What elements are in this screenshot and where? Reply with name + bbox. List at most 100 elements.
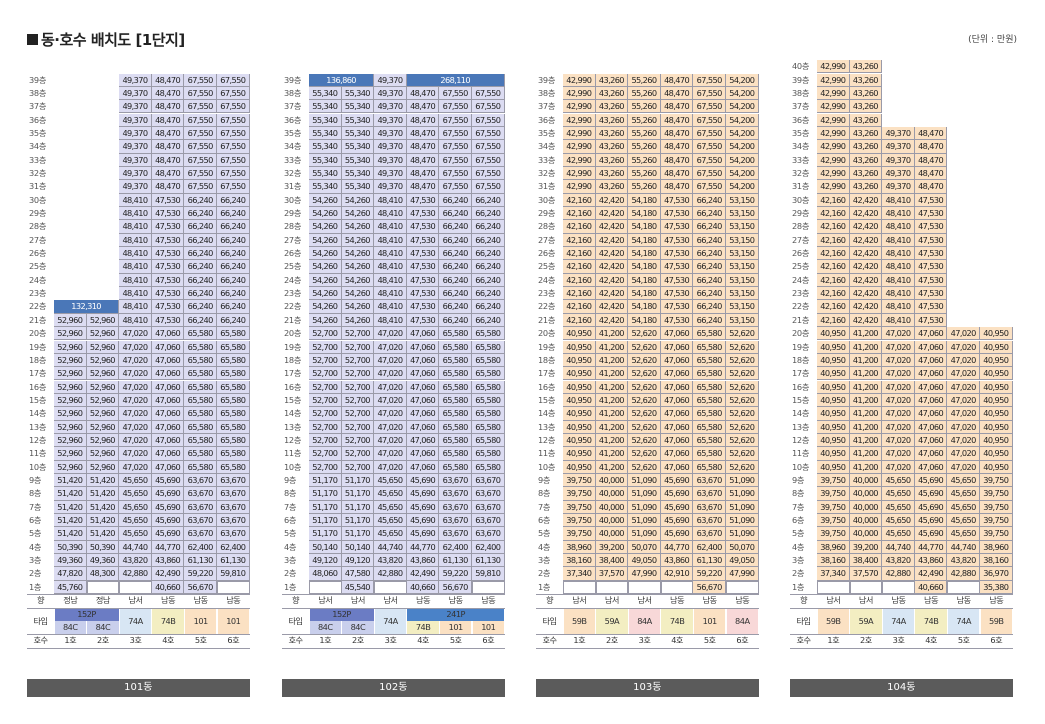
unit-price: 65,580	[439, 460, 472, 474]
unit-price: 43,260	[595, 140, 629, 154]
unit-price: 37,570	[849, 567, 883, 581]
unit-price: 65,580	[184, 353, 217, 368]
unit-price: 47,530	[914, 287, 948, 301]
unit-price: 63,670	[693, 514, 726, 528]
unit-price: 49,370	[882, 126, 915, 141]
unit-price: 40,660	[151, 580, 185, 595]
floor-label: 17층	[284, 368, 302, 379]
divider	[282, 607, 505, 609]
unit-price: 41,200	[595, 380, 629, 394]
unit-price: 67,550	[184, 100, 217, 114]
empty-cell	[87, 74, 120, 87]
unit-price: 39,750	[563, 500, 596, 514]
unit-price: 44,770	[406, 540, 440, 555]
direction-value: 남동	[416, 595, 431, 606]
unit-price: 66,240	[439, 260, 472, 274]
unit-price: 47,530	[660, 273, 694, 288]
unit-price: 47,530	[660, 247, 694, 261]
ho-label: 호수	[542, 635, 557, 646]
unit-price: 62,400	[439, 540, 472, 555]
unit-price: 42,160	[563, 287, 596, 301]
floor-label: 1층	[792, 581, 805, 592]
unit-price: 51,420	[54, 514, 87, 528]
unit-price: 47,990	[628, 567, 661, 581]
unit-price: 67,550	[693, 166, 726, 181]
empty-cell	[915, 114, 948, 127]
unit-price: 52,960	[86, 447, 120, 461]
unit-price: 45,650	[374, 527, 407, 541]
unit-price: 61,130	[217, 554, 250, 568]
unit-type-badge: 74B	[915, 607, 947, 635]
unit-price: 47,020	[947, 353, 980, 368]
unit-price: 42,420	[595, 300, 629, 314]
unit-price: 49,370	[374, 100, 407, 114]
unit-price: 41,200	[849, 353, 883, 368]
direction-value: 남동	[193, 595, 209, 606]
unit-price: 45,760	[54, 580, 87, 595]
unit-type-badge: 241P	[407, 607, 505, 621]
unit-price: 55,340	[309, 140, 342, 154]
unit-price: 65,580	[472, 420, 505, 434]
floor-label: 12층	[792, 434, 810, 445]
unit-price: 45,690	[151, 474, 185, 488]
unit-price: 54,260	[341, 220, 375, 234]
floor-label: 7층	[538, 501, 551, 512]
unit-price: 41,200	[595, 447, 629, 461]
unit-price: 47,060	[660, 327, 694, 341]
unit-price: 66,240	[184, 247, 217, 261]
unit-price: 65,580	[693, 407, 726, 421]
floor-label: 37층	[792, 101, 810, 112]
unit-price: 51,090	[628, 487, 661, 501]
direction-value: 남서	[350, 595, 366, 606]
unit-price: 40,950	[817, 393, 850, 408]
floor-label: 32층	[792, 167, 810, 178]
unit-price: 52,960	[54, 433, 87, 448]
ho-value: 6호	[482, 635, 495, 646]
floor-label: 4층	[284, 541, 297, 552]
unit-price: 63,670	[184, 514, 217, 528]
unit-price: 44,740	[947, 540, 980, 555]
unit-price: 37,570	[595, 567, 629, 581]
unit-price: 39,750	[817, 487, 850, 501]
unit-price: 50,070	[628, 540, 661, 555]
divider	[282, 647, 505, 649]
unit-price: 47,060	[151, 380, 185, 394]
unit-price: 52,620	[628, 460, 661, 474]
unit-price: 47,020	[374, 353, 407, 368]
floor-label: 36층	[29, 114, 47, 125]
unit-price: 49,370	[119, 140, 152, 154]
unit-price: 47,530	[406, 247, 440, 261]
floor-label: 28층	[792, 221, 810, 232]
floor-label: 17층	[792, 368, 810, 379]
unit-price: 65,580	[693, 460, 726, 474]
unit-price: 49,370	[374, 166, 407, 181]
floor-label: 7층	[792, 501, 805, 512]
direction-value: 남서	[383, 595, 398, 606]
floor-label: 39층	[29, 74, 47, 85]
unit-price: 47,530	[151, 300, 185, 314]
unit-price: 54,200	[726, 153, 759, 167]
unit-price: 45,650	[882, 514, 915, 528]
unit-price: 47,530	[914, 300, 948, 314]
empty-cell	[980, 140, 1013, 153]
no-unit-cell	[849, 580, 883, 595]
unit-price: 45,650	[947, 527, 980, 541]
floor-label: 33층	[792, 154, 810, 165]
unit-price: 48,470	[660, 140, 694, 154]
empty-cell	[87, 260, 120, 273]
unit-price: 67,550	[693, 100, 726, 114]
floor-label: 32층	[284, 167, 302, 178]
unit-price: 59,810	[472, 567, 505, 581]
unit-price: 54,200	[726, 140, 759, 154]
unit-price: 45,690	[914, 500, 948, 514]
floor-label: 3층	[538, 555, 551, 566]
unit-price: 52,960	[54, 327, 87, 341]
unit-price: 67,550	[217, 126, 250, 141]
unit-price: 63,670	[693, 474, 726, 488]
unit-price: 54,260	[309, 260, 342, 274]
building-name-bar: 101동	[27, 679, 250, 697]
unit-price: 51,090	[726, 500, 759, 514]
unit-price: 41,200	[595, 420, 629, 434]
unit-price: 66,240	[693, 233, 726, 247]
unit-price: 42,160	[563, 247, 596, 261]
